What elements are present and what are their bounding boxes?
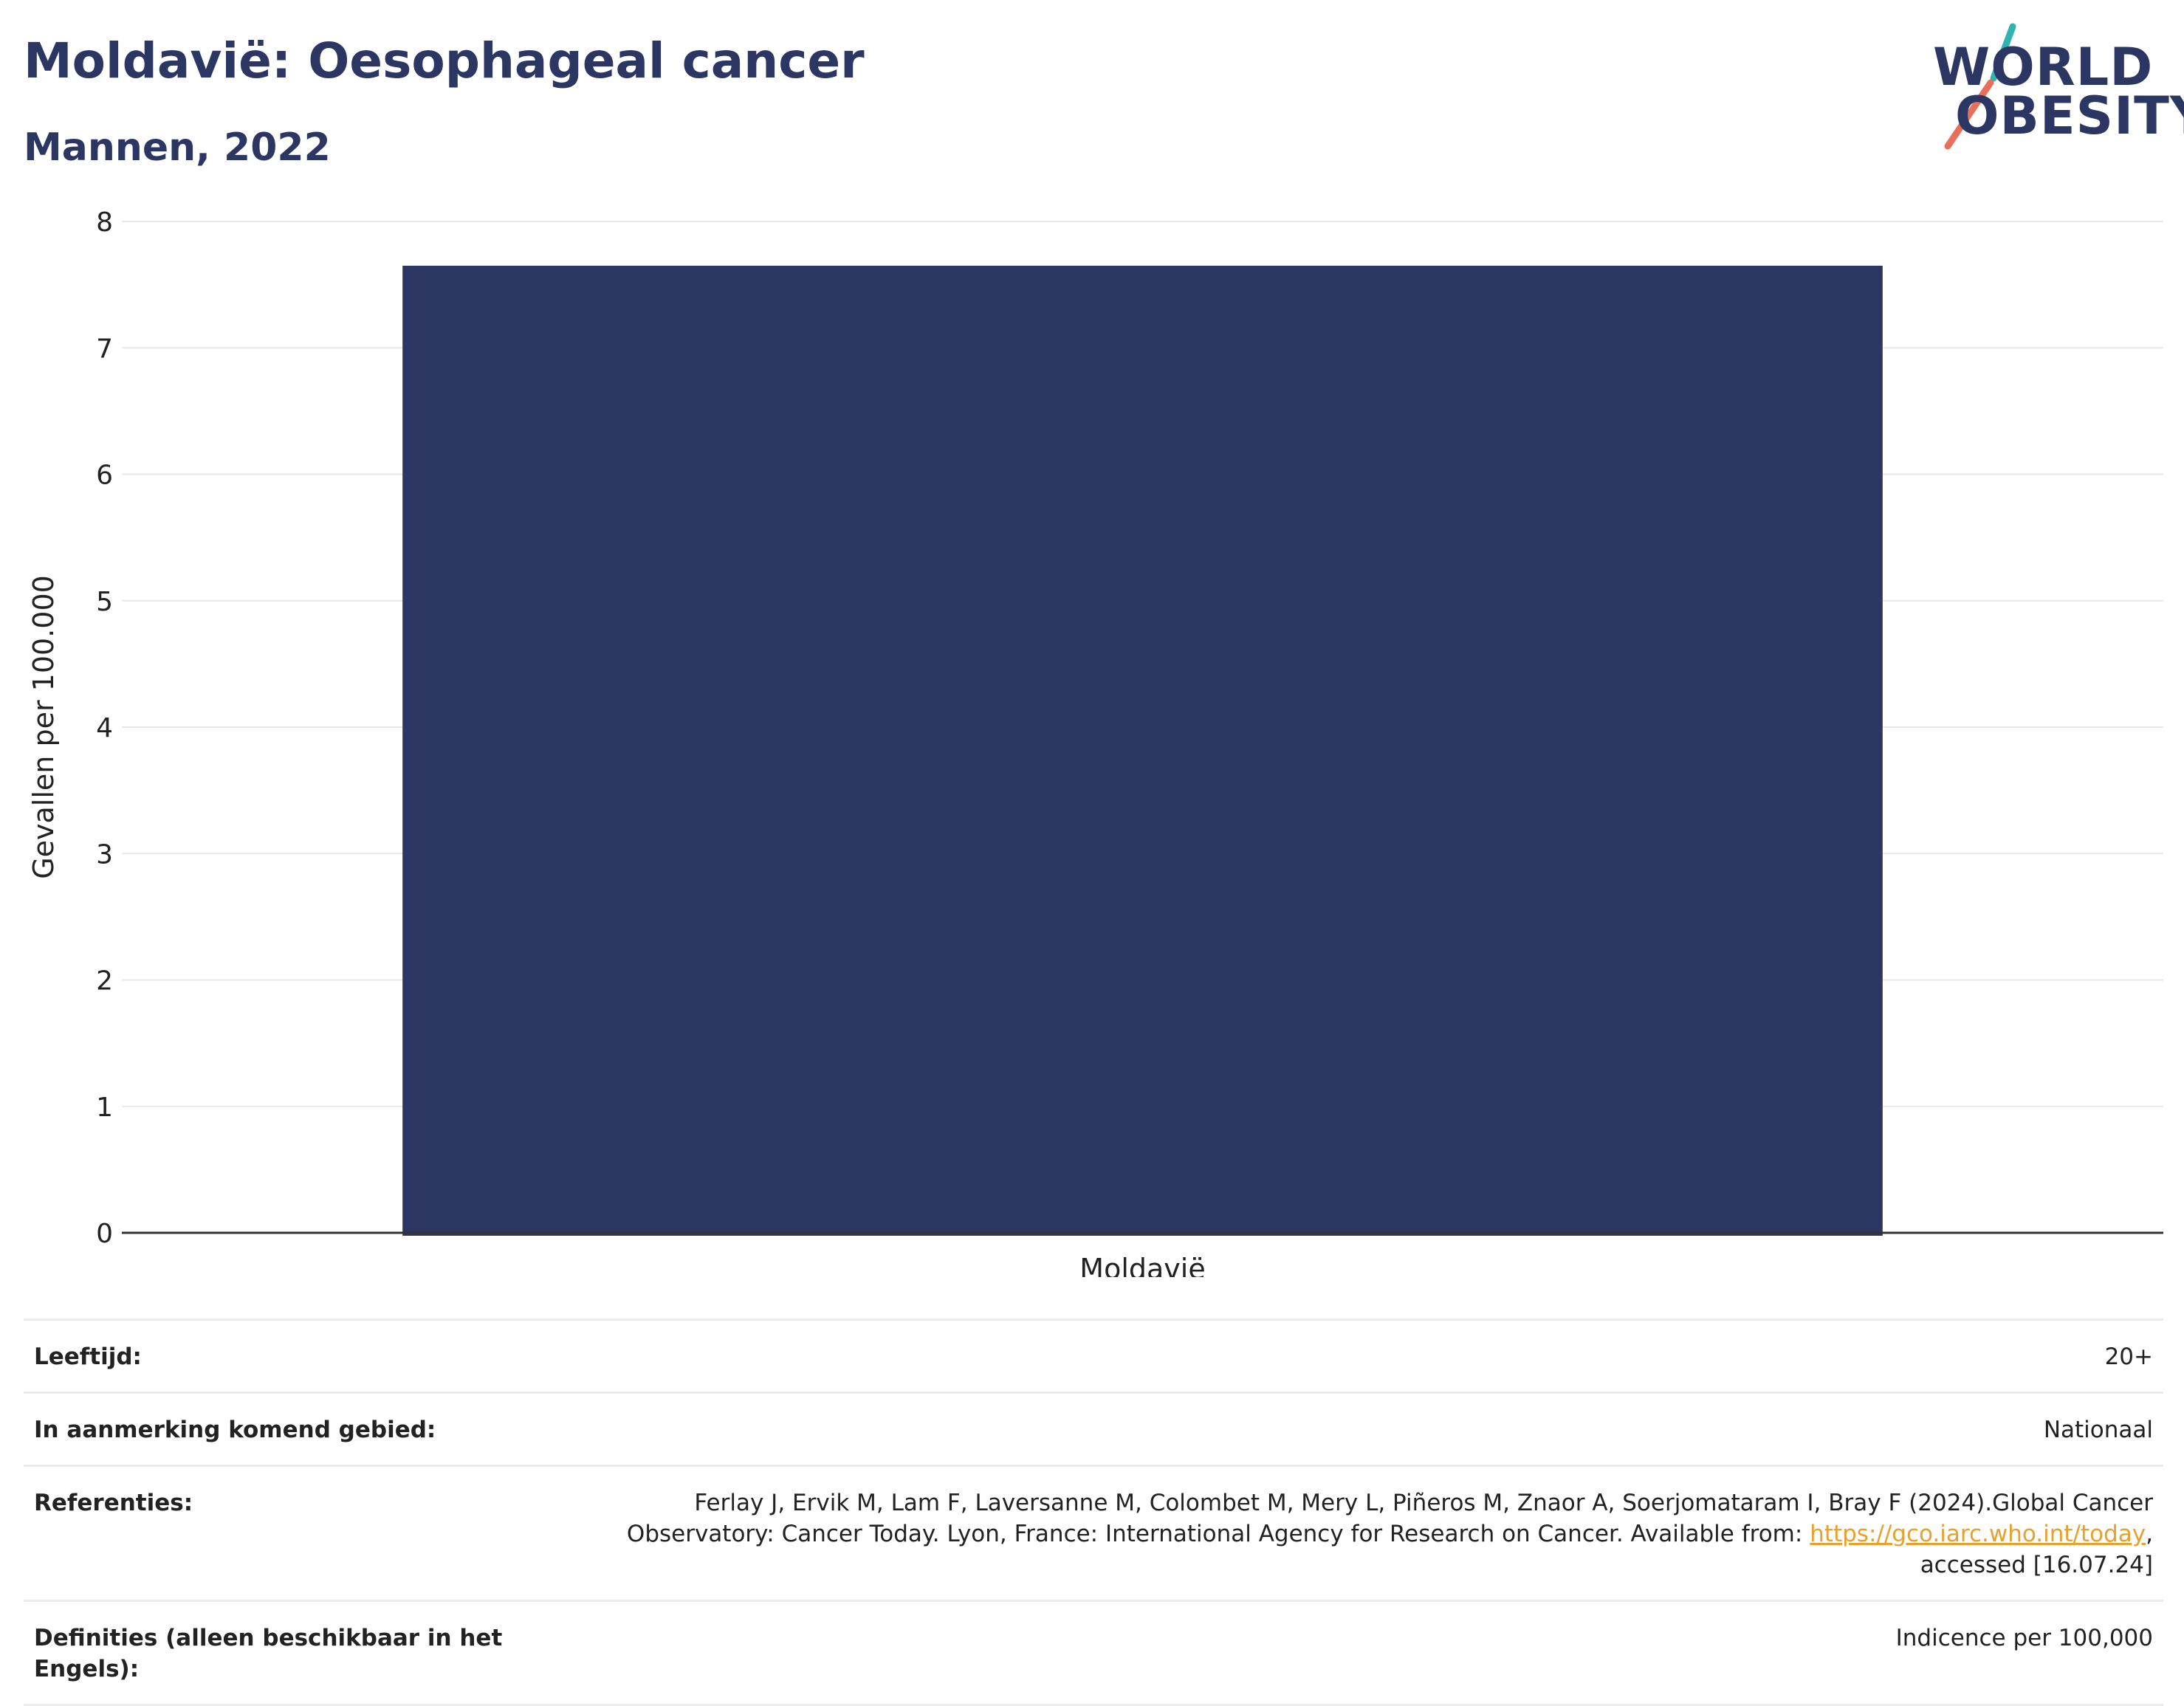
info-row-references: Referenties: Ferlay J, Ervik M, Lam F, L… <box>24 1467 2163 1602</box>
references-text: Ferlay J, Ervik M, Lam F, Laversanne M, … <box>626 1490 2153 1547</box>
info-table: Leeftijd: 20+ In aanmerking komend gebie… <box>24 1318 2163 1706</box>
world-obesity-logo: WORLD OBESITY <box>1920 21 2184 154</box>
definitions-label: Definities (alleen beschikbaar in het En… <box>34 1625 503 1682</box>
info-row-age: Leeftijd: 20+ <box>24 1321 2163 1394</box>
references-link[interactable]: https://gco.iarc.who.int/today <box>1810 1521 2146 1547</box>
y-tick-label: 2 <box>96 966 113 997</box>
area-label: In aanmerking komend gebied: <box>34 1417 436 1443</box>
y-tick-label: 5 <box>96 587 113 617</box>
references-accessed: , accessed [16.07.24] <box>1920 1521 2153 1578</box>
definitions-value: Indicence per 100,000 <box>1895 1625 2153 1651</box>
y-tick-label: 6 <box>96 461 113 491</box>
logo-word-obesity: OBESITY <box>1955 86 2184 146</box>
bar-chart: 0 1 2 3 4 5 6 7 8 Moldavië Gevallen per 100.000 <box>27 207 2163 1277</box>
y-tick-label: 0 <box>96 1219 113 1249</box>
x-tick-labels: Moldavië <box>1079 1253 1205 1277</box>
logo-slash-icon <box>1944 23 2016 150</box>
age-label: Leeftijd: <box>34 1344 142 1370</box>
info-row-area: In aanmerking komend gebied: Nationaal <box>24 1394 2163 1467</box>
references-value: Ferlay J, Ervik M, Lam F, Laversanne M, … <box>602 1487 2153 1581</box>
logo-word-world: WORLD <box>1933 37 2154 97</box>
bars <box>402 265 1883 1236</box>
chart-title: Moldavië: Oesophageal cancer <box>24 32 865 89</box>
y-tick-label: 4 <box>96 713 113 743</box>
age-value: 20+ <box>2104 1344 2153 1370</box>
info-row-definitions: Definities (alleen beschikbaar in het En… <box>24 1602 2163 1706</box>
x-tick-label: Moldavië <box>1079 1253 1205 1277</box>
references-label: Referenties: <box>34 1490 193 1516</box>
area-value: Nationaal <box>2043 1417 2153 1443</box>
bar-Moldavië[interactable] <box>402 265 1883 1236</box>
chart-subtitle: Mannen, 2022 <box>24 125 331 170</box>
y-tick-label: 7 <box>96 334 113 364</box>
y-tick-label: 1 <box>96 1093 113 1123</box>
y-axis-label: Gevallen per 100.000 <box>27 575 60 879</box>
y-tick-label: 8 <box>96 207 113 238</box>
y-tick-labels: 0 1 2 3 4 5 6 7 8 <box>96 207 113 1249</box>
y-tick-label: 3 <box>96 839 113 870</box>
